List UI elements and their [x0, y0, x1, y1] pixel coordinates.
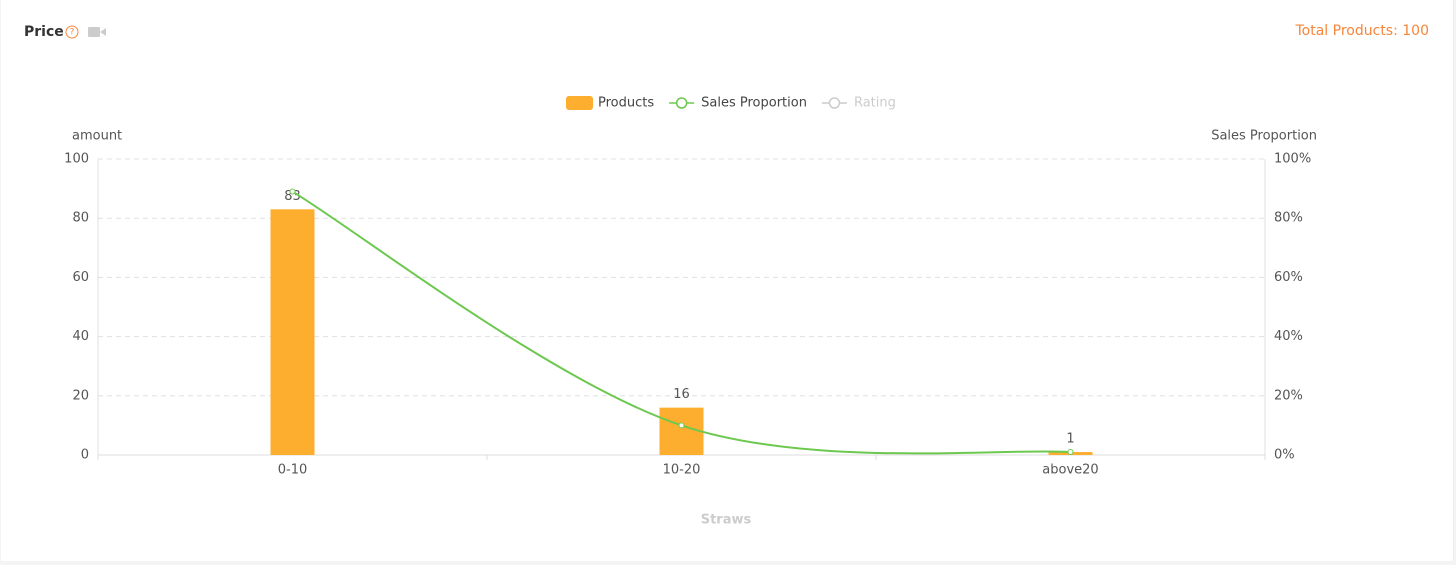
y2-tick-label: 20%: [1274, 388, 1303, 403]
x-tick-label: 10-20: [663, 463, 701, 478]
help-icon[interactable]: [65, 25, 79, 39]
y-tick-label: 100: [64, 152, 89, 167]
y2-tick-label: 80%: [1274, 211, 1303, 226]
y2-tick-label: 100%: [1274, 152, 1311, 167]
legend-swatch: [566, 96, 593, 110]
x-tick-label: above20: [1042, 463, 1098, 478]
y-tick-label: 40: [72, 329, 89, 344]
y-tick-label: 0: [81, 448, 89, 463]
legend-label: Products: [598, 96, 654, 111]
video-icon[interactable]: [88, 27, 100, 37]
bar-value-label: 83: [284, 189, 301, 204]
y-axis-title: amount: [72, 129, 122, 144]
line-point: [678, 422, 685, 429]
y-tick-label: 80: [72, 211, 89, 226]
bar: [270, 209, 315, 455]
x-tick-label: 0-10: [278, 463, 308, 478]
bar-value-label: 1: [1066, 432, 1074, 447]
legend-swatch-dot: [828, 97, 841, 109]
x-axis-title: Straws: [701, 513, 752, 528]
y2-tick-label: 40%: [1274, 329, 1303, 344]
y-tick-label: 60: [72, 270, 89, 285]
panel-title: Price: [24, 24, 64, 40]
total-products: Total Products: 100: [1295, 23, 1430, 39]
video-icon-lens: [100, 28, 106, 36]
bar: [659, 407, 704, 455]
legend-label: Sales Proportion: [701, 96, 807, 111]
legend-label: Rating: [854, 96, 896, 111]
line-point: [1067, 449, 1074, 456]
help-icon-mark: ?: [70, 28, 75, 38]
line-point: [289, 188, 296, 195]
y2-tick-label: 60%: [1274, 270, 1303, 285]
bar-value-label: 16: [673, 387, 690, 402]
legend-swatch-dot: [675, 97, 688, 109]
y-tick-label: 20: [72, 388, 89, 403]
y2-axis-title: Sales Proportion: [1211, 129, 1317, 144]
y2-tick-label: 0%: [1274, 448, 1295, 463]
